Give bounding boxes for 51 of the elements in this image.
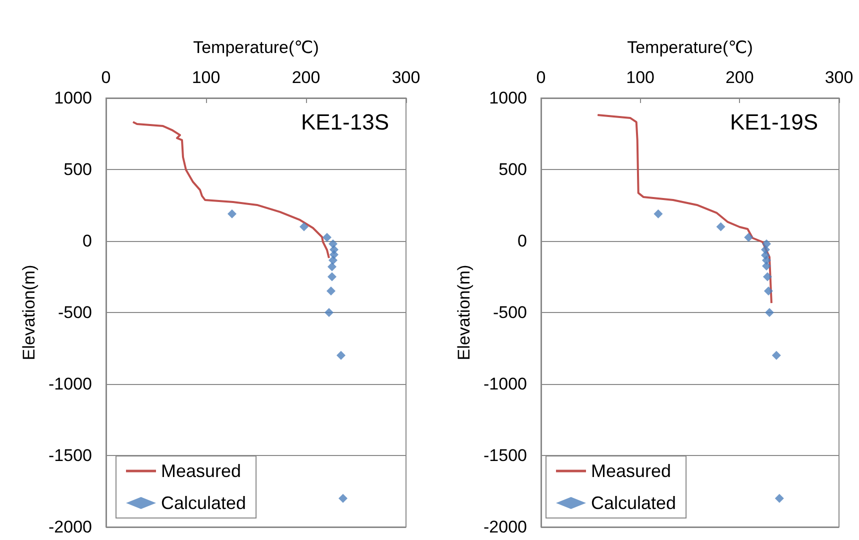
point [762,262,771,271]
point [328,262,336,272]
y-tick-label: 500 [498,160,527,179]
y-tick-label: -500 [492,303,527,322]
y-tick-label: -1500 [484,446,527,465]
point [328,256,338,265]
point [654,209,663,218]
point [774,494,784,503]
x-axis-title: Temperature(℃) [627,38,753,57]
y-axis-title: Elevation(m) [454,264,474,360]
point [324,308,334,317]
point [338,494,348,503]
point [336,350,346,360]
x-tick-label: 100 [192,68,220,87]
point [762,272,772,282]
x-tick-label: 300 [824,68,854,87]
point [228,209,236,218]
y-tick-label: -1000 [484,374,527,394]
point [764,308,774,317]
point [744,232,754,242]
x-tick-label: 0 [536,68,546,87]
y-tick-label: 1000 [54,88,92,108]
legend-label: Measured [161,461,242,481]
y-tick-label: 1000 [489,88,527,108]
y-tick-label: 0 [518,232,527,250]
point [326,286,336,296]
point [322,232,332,242]
legend-label: Measured [591,461,672,481]
y-axis-title: Elevation(m) [20,264,39,360]
legend-label: Calculated [161,493,246,513]
x-axis-title: Temperature(℃) [193,38,319,57]
legend-label: Calculated [591,493,676,513]
y-tick-label: -1000 [48,374,92,394]
text: KE1-19S [730,110,818,134]
y-tick-label: -500 [58,303,92,322]
y-tick-label: -2000 [48,518,92,536]
point [764,286,773,296]
y-tick-label: 0 [82,232,92,250]
point [300,222,308,232]
point [772,350,781,360]
x-tick-label: 0 [101,68,111,87]
text: KE1-13S [300,110,390,134]
y-tick-label: -1500 [48,446,92,465]
point [328,272,336,282]
y-tick-label: 500 [64,160,92,179]
y-tick-label: -2000 [484,518,527,536]
point [716,222,726,232]
x-tick-label: 100 [626,68,655,87]
x-tick-label: 300 [392,68,420,87]
x-tick-label: 200 [725,68,754,87]
x-tick-label: 200 [292,68,320,87]
